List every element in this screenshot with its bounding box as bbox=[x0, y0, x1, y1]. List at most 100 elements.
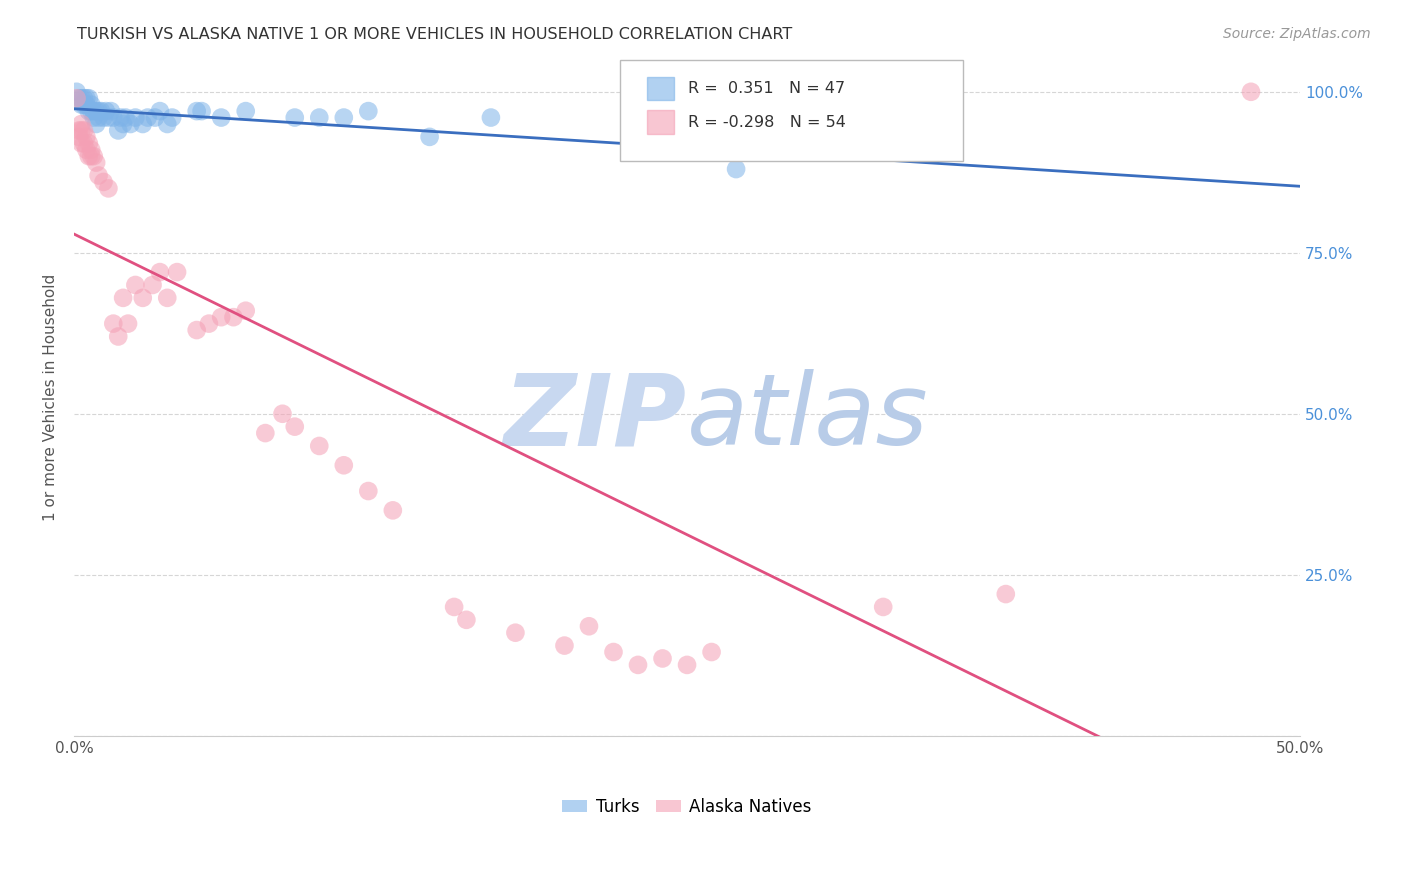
Point bbox=[84, 155, 107, 169]
Y-axis label: 1 or more Vehicles in Household: 1 or more Vehicles in Household bbox=[44, 274, 58, 521]
Point bbox=[75, 143, 97, 157]
Point bbox=[1240, 85, 1263, 99]
Point bbox=[308, 111, 330, 125]
Point bbox=[235, 104, 257, 119]
Point bbox=[136, 111, 159, 125]
Point bbox=[73, 91, 96, 105]
Point bbox=[77, 104, 100, 119]
Point bbox=[87, 104, 110, 119]
Text: R =  0.351   N = 47: R = 0.351 N = 47 bbox=[689, 81, 845, 95]
Point bbox=[725, 162, 748, 177]
Point bbox=[222, 310, 245, 325]
Point bbox=[93, 111, 115, 125]
Point bbox=[284, 111, 307, 125]
Point bbox=[333, 458, 356, 473]
Point bbox=[70, 91, 93, 105]
Point bbox=[149, 104, 172, 119]
Text: TURKISH VS ALASKA NATIVE 1 OR MORE VEHICLES IN HOUSEHOLD CORRELATION CHART: TURKISH VS ALASKA NATIVE 1 OR MORE VEHIC… bbox=[77, 27, 793, 42]
Point bbox=[700, 645, 723, 659]
Point bbox=[578, 619, 600, 633]
Point bbox=[67, 129, 90, 144]
Point bbox=[80, 97, 103, 112]
Point bbox=[872, 599, 894, 614]
Point bbox=[83, 111, 105, 125]
Point bbox=[186, 104, 208, 119]
Point bbox=[112, 117, 135, 131]
Point bbox=[110, 111, 132, 125]
Point bbox=[83, 104, 105, 119]
Point bbox=[553, 639, 575, 653]
Point bbox=[333, 111, 356, 125]
Point bbox=[254, 426, 277, 441]
Point bbox=[87, 111, 110, 125]
Point bbox=[124, 111, 146, 125]
Point bbox=[198, 317, 221, 331]
Point bbox=[627, 657, 650, 672]
Point bbox=[97, 111, 120, 125]
Bar bbox=[647, 77, 673, 100]
Point bbox=[235, 303, 257, 318]
Point bbox=[80, 143, 103, 157]
Point bbox=[120, 117, 142, 131]
Point bbox=[271, 407, 294, 421]
Point bbox=[994, 587, 1017, 601]
Point bbox=[65, 85, 87, 99]
Point bbox=[456, 613, 478, 627]
Point bbox=[132, 117, 155, 131]
Point bbox=[142, 277, 165, 292]
Point bbox=[65, 91, 87, 105]
Point bbox=[166, 265, 188, 279]
Point bbox=[70, 123, 93, 137]
Bar bbox=[647, 111, 673, 134]
Point bbox=[84, 104, 107, 119]
Point bbox=[114, 111, 136, 125]
Point bbox=[97, 181, 120, 195]
Point bbox=[94, 104, 117, 119]
Point bbox=[160, 111, 183, 125]
Point bbox=[284, 419, 307, 434]
Point bbox=[100, 104, 122, 119]
Text: atlas: atlas bbox=[688, 369, 929, 467]
Point bbox=[186, 323, 208, 337]
Point bbox=[124, 277, 146, 292]
Point bbox=[505, 625, 527, 640]
Point bbox=[75, 91, 97, 105]
Point bbox=[143, 111, 166, 125]
Point bbox=[156, 117, 179, 131]
Point bbox=[149, 265, 172, 279]
Point bbox=[87, 169, 110, 183]
Point bbox=[73, 136, 96, 151]
Point bbox=[209, 310, 232, 325]
Point bbox=[84, 117, 107, 131]
Point bbox=[70, 136, 93, 151]
Point bbox=[90, 104, 112, 119]
Text: R = -0.298   N = 54: R = -0.298 N = 54 bbox=[689, 115, 846, 129]
Point bbox=[67, 91, 90, 105]
Point bbox=[479, 111, 502, 125]
Point bbox=[357, 483, 380, 498]
Point bbox=[107, 123, 129, 137]
Point bbox=[308, 439, 330, 453]
Point bbox=[80, 149, 103, 163]
Point bbox=[73, 123, 96, 137]
Point bbox=[67, 123, 90, 137]
Point bbox=[132, 291, 155, 305]
Point bbox=[419, 129, 441, 144]
Point bbox=[602, 645, 624, 659]
Point bbox=[103, 111, 125, 125]
Point bbox=[73, 97, 96, 112]
Point bbox=[651, 651, 673, 665]
Point bbox=[70, 97, 93, 112]
Point bbox=[357, 104, 380, 119]
Point bbox=[93, 175, 115, 189]
Text: ZIP: ZIP bbox=[505, 369, 688, 467]
Point bbox=[156, 291, 179, 305]
Point bbox=[70, 117, 93, 131]
Point bbox=[83, 149, 105, 163]
Point bbox=[77, 149, 100, 163]
Point bbox=[381, 503, 404, 517]
Point bbox=[112, 291, 135, 305]
Point bbox=[77, 136, 100, 151]
Point bbox=[676, 657, 699, 672]
Point bbox=[107, 329, 129, 343]
